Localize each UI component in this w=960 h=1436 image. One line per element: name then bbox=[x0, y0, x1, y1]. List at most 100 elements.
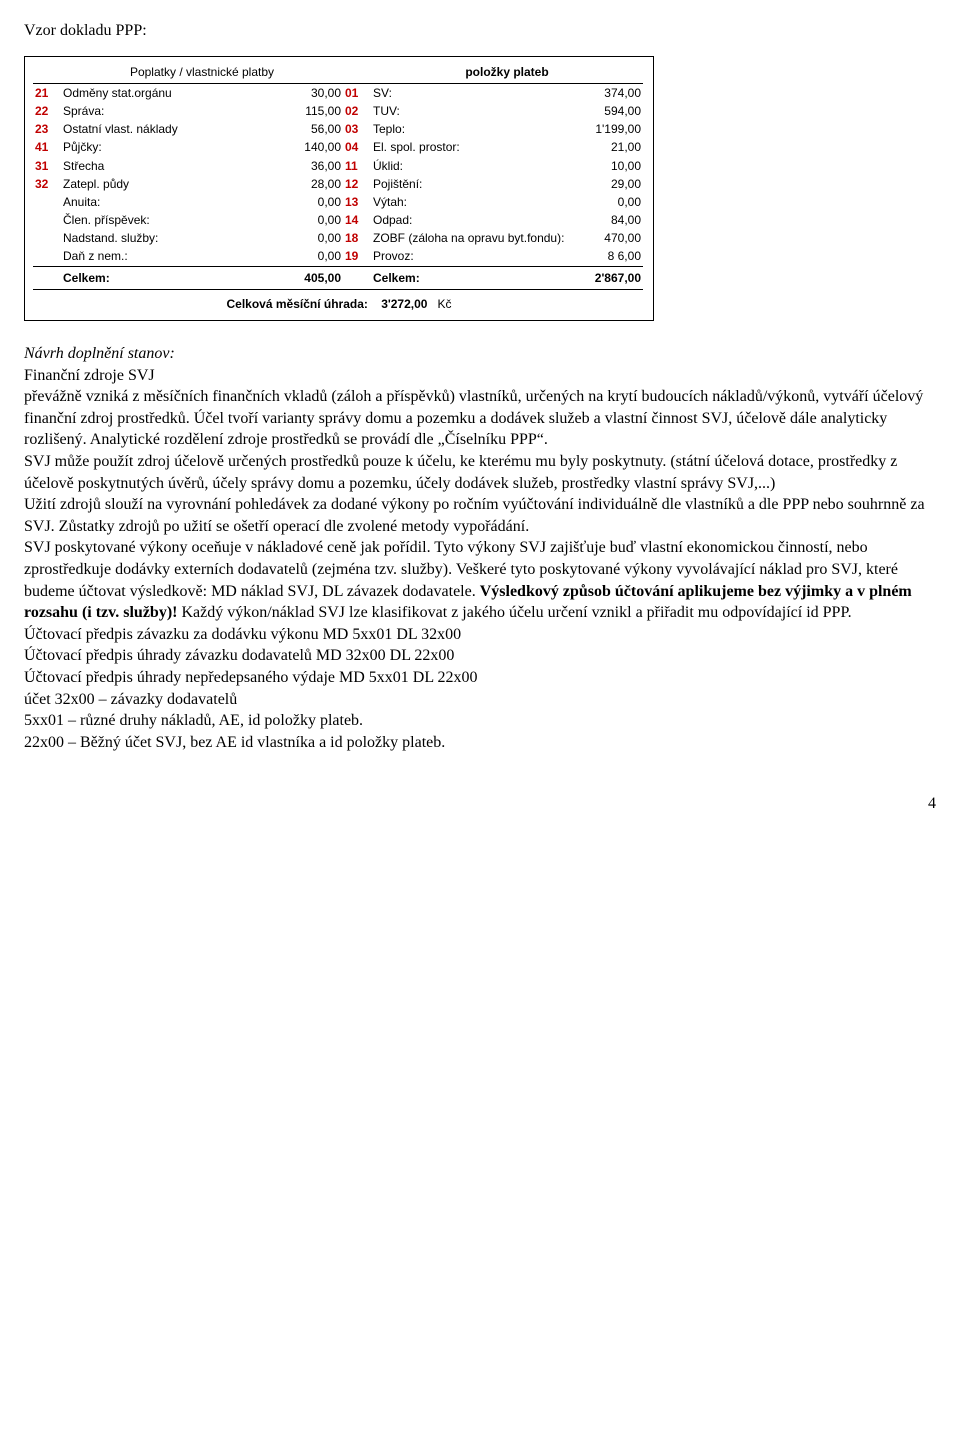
row-value: 21,00 bbox=[587, 138, 643, 156]
table-row: 18ZOBF (záloha na opravu byt.fondu):470,… bbox=[343, 229, 643, 247]
total-value: 3'272,00 bbox=[381, 297, 427, 311]
row-label: Odpad: bbox=[371, 211, 587, 229]
table-row: 32Zatepl. půdy28,00 bbox=[33, 175, 343, 193]
proposal-heading: Návrh doplnění stanov: bbox=[24, 343, 936, 365]
table-row: 11Úklid:10,00 bbox=[343, 157, 643, 175]
fees-owner-payments-column: Poplatky / vlastnické platby 21Odměny st… bbox=[33, 63, 343, 290]
row-code: 31 bbox=[33, 157, 61, 175]
row-code: 11 bbox=[343, 157, 371, 175]
monthly-total-line: Celková měsíční úhrada: 3'272,00 Kč bbox=[33, 290, 645, 312]
row-code: 22 bbox=[33, 102, 61, 120]
row-label: Člen. příspěvek: bbox=[61, 211, 271, 229]
table-row: 01SV:374,00 bbox=[343, 83, 643, 102]
row-label: Provoz: bbox=[371, 247, 587, 266]
row-value: 374,00 bbox=[587, 83, 643, 102]
row-value: 594,00 bbox=[587, 102, 643, 120]
table-row: 21Odměny stat.orgánu30,00 bbox=[33, 83, 343, 102]
row-code: 01 bbox=[343, 83, 371, 102]
table-row: 19Provoz:8 6,00 bbox=[343, 247, 643, 266]
row-code: 23 bbox=[33, 120, 61, 138]
row-label: Teplo: bbox=[371, 120, 587, 138]
table-row: Anuita:0,00 bbox=[33, 193, 343, 211]
table-row: 02TUV:594,00 bbox=[343, 102, 643, 120]
row-code: 21 bbox=[33, 83, 61, 102]
row-value: 0,00 bbox=[587, 193, 643, 211]
row-label: SV: bbox=[371, 83, 587, 102]
p9: Účtovací předpis úhrady nepředepsaného v… bbox=[24, 667, 936, 689]
right-sum-label: Celkem: bbox=[371, 266, 587, 289]
p10: účet 32x00 – závazky dodavatelů bbox=[24, 689, 936, 711]
example-heading: Vzor dokladu PPP: bbox=[24, 20, 936, 42]
table-row: 04El. spol. prostor:21,00 bbox=[343, 138, 643, 156]
left-sum-label: Celkem: bbox=[61, 266, 271, 289]
ppp-document-sample: Poplatky / vlastnické platby 21Odměny st… bbox=[24, 56, 654, 321]
p6: SVJ poskytované výkony oceňuje v náklado… bbox=[24, 537, 936, 623]
table-row: 12Pojištění:29,00 bbox=[343, 175, 643, 193]
row-label: Střecha bbox=[61, 157, 271, 175]
row-code bbox=[33, 211, 61, 229]
row-code: 18 bbox=[343, 229, 371, 247]
row-code: 32 bbox=[33, 175, 61, 193]
row-label: El. spol. prostor: bbox=[371, 138, 587, 156]
row-code: 04 bbox=[343, 138, 371, 156]
table-row: 41Půjčky:140,00 bbox=[33, 138, 343, 156]
table-row: Nadstand. služby:0,00 bbox=[33, 229, 343, 247]
row-label: TUV: bbox=[371, 102, 587, 120]
row-value: 29,00 bbox=[587, 175, 643, 193]
total-label: Celková měsíční úhrada: bbox=[227, 297, 368, 311]
row-label: Nadstand. služby: bbox=[61, 229, 271, 247]
payment-items-column: položky plateb 01SV:374,0002TUV:594,0003… bbox=[343, 63, 643, 290]
left-sum-value: 405,00 bbox=[271, 266, 343, 289]
row-label: Pojištění: bbox=[371, 175, 587, 193]
row-value: 1'199,00 bbox=[587, 120, 643, 138]
row-value: 8 6,00 bbox=[587, 247, 643, 266]
row-label: Zatepl. půdy bbox=[61, 175, 271, 193]
row-code: 12 bbox=[343, 175, 371, 193]
table-row: 03Teplo:1'199,00 bbox=[343, 120, 643, 138]
total-currency: Kč bbox=[437, 297, 451, 311]
p4: SVJ může použít zdroj účelově určených p… bbox=[24, 451, 936, 494]
row-label: Výtah: bbox=[371, 193, 587, 211]
p11: 5xx01 – různé druhy nákladů, AE, id polo… bbox=[24, 710, 936, 732]
p5: Užití zdrojů slouží na vyrovnání pohledá… bbox=[24, 494, 936, 537]
row-value: 56,00 bbox=[271, 120, 343, 138]
row-value: 36,00 bbox=[271, 157, 343, 175]
body-text: Návrh doplnění stanov: Finanční zdroje S… bbox=[24, 343, 936, 753]
row-code: 03 bbox=[343, 120, 371, 138]
row-label: Daň z nem.: bbox=[61, 247, 271, 266]
row-code: 41 bbox=[33, 138, 61, 156]
table-row: Člen. příspěvek:0,00 bbox=[33, 211, 343, 229]
row-value: 0,00 bbox=[271, 211, 343, 229]
table-row: 31Střecha36,00 bbox=[33, 157, 343, 175]
table-row: 14Odpad:84,00 bbox=[343, 211, 643, 229]
row-value: 0,00 bbox=[271, 247, 343, 266]
row-code: 13 bbox=[343, 193, 371, 211]
right-sum-value: 2'867,00 bbox=[587, 266, 643, 289]
row-value: 115,00 bbox=[271, 102, 343, 120]
p2: Finanční zdroje SVJ bbox=[24, 365, 936, 387]
row-value: 470,00 bbox=[587, 229, 643, 247]
row-value: 10,00 bbox=[587, 157, 643, 175]
p3: převážně vzniká z měsíčních finančních v… bbox=[24, 386, 936, 451]
row-code: 19 bbox=[343, 247, 371, 266]
page-number: 4 bbox=[24, 793, 936, 815]
row-label: Ostatní vlast. náklady bbox=[61, 120, 271, 138]
row-label: Půjčky: bbox=[61, 138, 271, 156]
right-header: položky plateb bbox=[371, 63, 643, 84]
row-code bbox=[33, 229, 61, 247]
row-label: ZOBF (záloha na opravu byt.fondu): bbox=[371, 229, 587, 247]
row-value: 0,00 bbox=[271, 193, 343, 211]
p12: 22x00 – Běžný účet SVJ, bez AE id vlastn… bbox=[24, 732, 936, 754]
row-label: Správa: bbox=[61, 102, 271, 120]
row-label: Úklid: bbox=[371, 157, 587, 175]
p6c: Každý výkon/náklad SVJ lze klasifikovat … bbox=[177, 604, 851, 621]
row-value: 140,00 bbox=[271, 138, 343, 156]
p8: Účtovací předpis úhrady závazku dodavate… bbox=[24, 645, 936, 667]
row-value: 84,00 bbox=[587, 211, 643, 229]
row-value: 0,00 bbox=[271, 229, 343, 247]
table-row: Daň z nem.:0,00 bbox=[33, 247, 343, 266]
p7: Účtovací předpis závazku za dodávku výko… bbox=[24, 624, 936, 646]
row-value: 30,00 bbox=[271, 83, 343, 102]
row-code: 02 bbox=[343, 102, 371, 120]
row-value: 28,00 bbox=[271, 175, 343, 193]
